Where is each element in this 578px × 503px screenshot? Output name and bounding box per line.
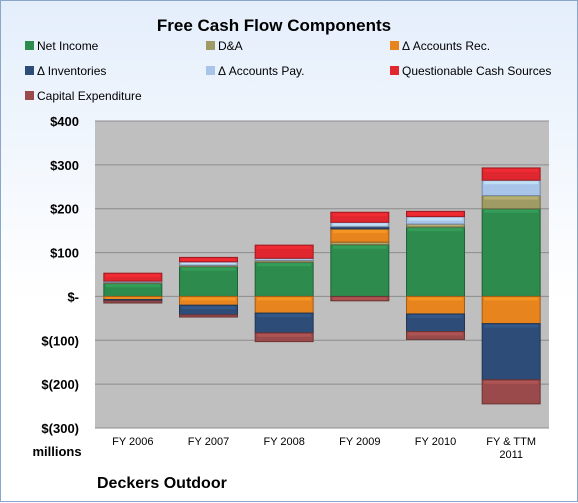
bar-segment: [255, 262, 313, 296]
legend-label: Δ Accounts Pay.: [218, 64, 305, 78]
legend-swatch: [25, 41, 34, 50]
x-category-label: FY 2008: [263, 436, 304, 448]
bar-highlight: [182, 306, 236, 309]
bar-highlight: [333, 297, 387, 299]
bar-highlight: [106, 274, 160, 277]
bar-highlight: [409, 333, 463, 336]
bar-highlight: [484, 197, 538, 200]
bar-segment: [180, 267, 238, 297]
y-tick-label: $(300): [41, 421, 79, 436]
bar-highlight: [484, 181, 538, 184]
bar-segment: [482, 209, 540, 297]
legend: Net Income D&A Δ Accounts Rec. Δ Inventorie…: [25, 39, 551, 103]
bar-highlight: [182, 297, 236, 300]
bar-highlight: [333, 213, 387, 216]
bar-segment: [407, 227, 465, 296]
bar-highlight: [484, 297, 538, 300]
bar-highlight: [333, 230, 387, 233]
legend-label: Δ Accounts Rec.: [402, 39, 490, 53]
x-category-label: FY 2006: [112, 436, 153, 448]
legend-swatch: [390, 41, 399, 50]
plot-area: [95, 121, 549, 428]
bar-highlight: [484, 325, 538, 328]
bar-highlight: [333, 246, 387, 249]
legend-swatch: [25, 66, 34, 75]
bar-segment: [331, 245, 389, 297]
legend-label: Capital Expenditure: [37, 89, 142, 103]
legend-label: Net Income: [37, 39, 99, 53]
bar-highlight: [106, 297, 160, 298]
bar-highlight: [409, 228, 463, 231]
x-axis-categories: FY 2006 FY 2007 FY 2008 FY 2009 FY 2010 FY & …: [112, 436, 536, 461]
x-category-label: FY 2009: [339, 436, 380, 448]
bar-highlight: [257, 297, 311, 300]
bar-highlight: [409, 297, 463, 300]
bar-highlight: [182, 258, 236, 260]
bar-segment: [482, 296, 540, 323]
company-name: Deckers Outdoor: [97, 475, 227, 492]
y-tick-label: $100: [50, 246, 79, 261]
legend-label: Questionable Cash Sources: [402, 64, 551, 78]
bar-highlight: [409, 225, 463, 226]
x-category-label: FY 2010: [415, 436, 456, 448]
bar-highlight: [409, 218, 463, 221]
bar-highlight: [257, 263, 311, 266]
y-axis-ticks: $400 $300 $200 $100 $- $(100) $(200) $(300): [41, 114, 79, 436]
y-tick-label: $200: [50, 202, 79, 217]
bar-highlight: [333, 223, 387, 225]
legend-label: D&A: [218, 39, 243, 53]
y-tick-label: $(100): [41, 333, 79, 348]
bar-highlight: [409, 212, 463, 215]
legend-swatch: [206, 66, 215, 75]
bar-highlight: [182, 268, 236, 271]
y-tick-label: $(200): [41, 377, 79, 392]
legend-label: Δ Inventories: [37, 64, 106, 78]
x-category-label: FY & TTM: [486, 436, 536, 448]
bar-highlight: [484, 210, 538, 213]
bar-highlight: [333, 243, 387, 244]
y-tick-label: $400: [50, 114, 79, 129]
bar-highlight: [257, 314, 311, 317]
y-tick-label: $300: [50, 158, 79, 173]
bar-segment: [482, 324, 540, 380]
bar-highlight: [484, 169, 538, 172]
bar-highlight: [409, 315, 463, 318]
y-unit-label: millions: [32, 444, 81, 459]
bar-highlight: [484, 381, 538, 384]
legend-swatch: [25, 91, 34, 100]
x-category-label: FY 2007: [188, 436, 229, 448]
x-category-label: 2011: [499, 449, 523, 461]
legend-swatch: [390, 66, 399, 75]
bar-highlight: [257, 246, 311, 249]
bar-highlight: [257, 334, 311, 337]
y-tick-label: $-: [67, 289, 79, 304]
chart-title: Free Cash Flow Components: [157, 16, 391, 35]
bar-highlight: [106, 284, 160, 287]
legend-swatch: [206, 41, 215, 50]
bar-highlight: [182, 263, 236, 265]
